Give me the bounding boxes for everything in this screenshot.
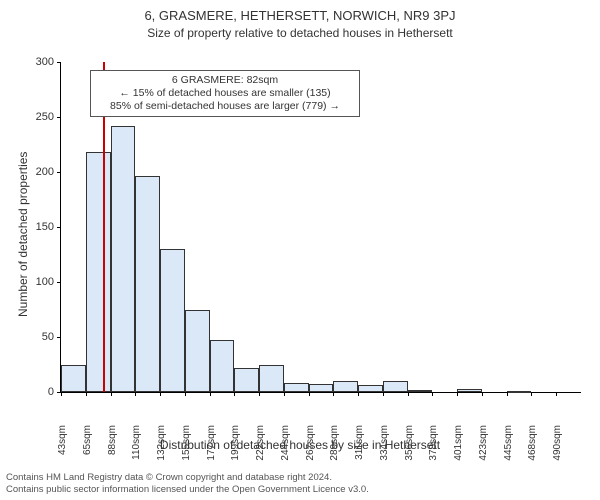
x-tick-mark <box>507 392 508 396</box>
histogram-bar <box>111 126 136 392</box>
histogram-bar <box>259 365 284 393</box>
attribution-footer: Contains HM Land Registry data © Crown c… <box>6 472 369 496</box>
x-tick-label: 43sqm <box>58 425 68 473</box>
x-tick-label: 244sqm <box>281 425 291 473</box>
x-tick-label: 177sqm <box>207 425 217 473</box>
x-tick-label: 378sqm <box>429 425 439 473</box>
info-line-smaller: ← 15% of detached houses are smaller (13… <box>97 87 353 100</box>
y-tick-mark <box>57 282 61 283</box>
histogram-bar <box>210 340 235 392</box>
info-line-property: 6 GRASMERE: 82sqm <box>97 74 353 87</box>
x-tick-label: 468sqm <box>528 425 538 473</box>
x-tick-label: 311sqm <box>355 425 365 473</box>
histogram-bar <box>61 365 86 393</box>
x-tick-mark <box>234 392 235 396</box>
histogram-bar <box>408 390 433 392</box>
x-tick-mark <box>531 392 532 396</box>
x-tick-label: 445sqm <box>504 425 514 473</box>
x-tick-label: 88sqm <box>108 425 118 473</box>
y-tick-label: 250 <box>26 112 54 123</box>
x-tick-label: 423sqm <box>479 425 489 473</box>
y-tick-mark <box>57 337 61 338</box>
y-tick-mark <box>57 172 61 173</box>
x-tick-mark <box>482 392 483 396</box>
histogram-bar <box>160 249 185 392</box>
y-tick-mark <box>57 227 61 228</box>
y-tick-mark <box>57 62 61 63</box>
x-tick-mark <box>160 392 161 396</box>
histogram-bar <box>507 391 532 393</box>
x-tick-label: 356sqm <box>405 425 415 473</box>
histogram-bar <box>333 381 358 392</box>
x-tick-mark <box>61 392 62 396</box>
y-tick-label: 50 <box>26 332 54 343</box>
x-tick-label: 155sqm <box>182 425 192 473</box>
histogram-bar <box>185 310 210 393</box>
footer-line-1: Contains HM Land Registry data © Crown c… <box>6 472 369 484</box>
x-tick-mark <box>111 392 112 396</box>
x-tick-label: 267sqm <box>306 425 316 473</box>
x-tick-mark <box>309 392 310 396</box>
x-tick-mark <box>432 392 433 396</box>
x-tick-mark <box>358 392 359 396</box>
info-line-larger: 85% of semi-detached houses are larger (… <box>97 100 353 113</box>
y-tick-label: 200 <box>26 167 54 178</box>
x-tick-mark <box>86 392 87 396</box>
y-tick-label: 150 <box>26 222 54 233</box>
x-tick-label: 222sqm <box>256 425 266 473</box>
x-tick-label: 334sqm <box>380 425 390 473</box>
histogram-bar <box>284 383 309 392</box>
y-tick-label: 100 <box>26 277 54 288</box>
x-tick-mark <box>457 392 458 396</box>
x-tick-label: 110sqm <box>132 425 142 473</box>
histogram-bar <box>358 385 383 392</box>
x-tick-mark <box>284 392 285 396</box>
histogram-bar <box>383 381 408 392</box>
x-tick-mark <box>185 392 186 396</box>
y-tick-label: 300 <box>26 57 54 68</box>
x-tick-mark <box>135 392 136 396</box>
x-tick-mark <box>556 392 557 396</box>
y-tick-mark <box>57 117 61 118</box>
x-tick-mark <box>408 392 409 396</box>
histogram-bar <box>309 384 334 392</box>
x-tick-label: 199sqm <box>231 425 241 473</box>
x-tick-label: 401sqm <box>454 425 464 473</box>
histogram-bar <box>86 152 111 392</box>
histogram-bar <box>135 176 160 392</box>
x-tick-label: 132sqm <box>157 425 167 473</box>
x-tick-mark <box>333 392 334 396</box>
histogram-bar <box>234 368 259 392</box>
marker-info-box: 6 GRASMERE: 82sqm ← 15% of detached hous… <box>90 70 360 117</box>
histogram-bar <box>457 389 482 392</box>
x-tick-mark <box>210 392 211 396</box>
footer-line-2: Contains public sector information licen… <box>6 484 369 496</box>
x-tick-label: 289sqm <box>330 425 340 473</box>
x-tick-mark <box>259 392 260 396</box>
x-tick-label: 65sqm <box>83 425 93 473</box>
y-tick-label: 0 <box>26 387 54 398</box>
page-title-address: 6, GRASMERE, HETHERSETT, NORWICH, NR9 3P… <box>0 8 600 23</box>
x-tick-label: 490sqm <box>553 425 563 473</box>
x-tick-mark <box>383 392 384 396</box>
page-subtitle: Size of property relative to detached ho… <box>0 26 600 40</box>
